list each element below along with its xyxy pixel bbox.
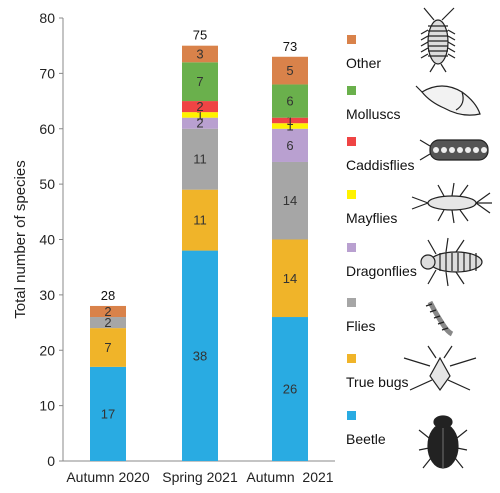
- legend-label: Beetle: [346, 431, 386, 447]
- y-tick-label: 70: [39, 65, 55, 81]
- y-tick-label: 50: [39, 176, 55, 192]
- x-tick-label: Autumn 2021: [246, 469, 333, 485]
- legend-swatch: [347, 35, 356, 44]
- axes: 0 10 20 30 40 50 60 70 80 Total number of species…: [12, 10, 335, 485]
- bar-segment-label: 1: [286, 118, 293, 133]
- legend-label: Caddisflies: [346, 157, 414, 173]
- bar-total-label: 75: [193, 28, 207, 43]
- bar-segment: [90, 317, 126, 329]
- legend-swatch: [347, 298, 356, 307]
- bar-segment: [182, 128, 218, 190]
- legend-label: Flies: [346, 318, 376, 334]
- bar-segment-label: 2: [196, 116, 203, 131]
- bar-segment: [182, 250, 218, 461]
- bar-segment: [272, 84, 308, 118]
- y-tick-label: 30: [39, 287, 55, 303]
- legend-label: Mayflies: [346, 210, 397, 226]
- x-tick-label: Autumn 2020: [66, 469, 149, 485]
- y-tick-label: 10: [39, 398, 55, 414]
- species-illustrations: [403, 7, 492, 469]
- bar-segment-label: 7: [196, 74, 203, 89]
- bar-segment-label: 5: [286, 63, 293, 78]
- bar-segment: [272, 317, 308, 461]
- snail-icon: [415, 85, 481, 116]
- caddisfly-case-icon: [419, 139, 489, 161]
- x-tick-label: Spring 2021: [162, 469, 238, 485]
- bar-segment: [272, 123, 308, 129]
- bar-segment: [182, 112, 218, 118]
- bar-segment: [272, 161, 308, 240]
- bar-segment: [272, 128, 308, 162]
- isopod-icon: [420, 7, 456, 73]
- bar-segment: [182, 45, 218, 63]
- bar-segment: [90, 305, 126, 318]
- dragonfly-larva-icon: [420, 237, 483, 287]
- bar-segment-label: 2: [196, 99, 203, 114]
- mayfly-larva-icon: [411, 182, 492, 224]
- fly-larva-icon: [425, 300, 454, 337]
- bar-segment: [182, 189, 218, 251]
- y-tick-label: 60: [39, 121, 55, 137]
- bar-segment-label: 38: [193, 348, 207, 363]
- legend-swatch: [347, 190, 356, 199]
- legend-swatch: [347, 354, 356, 363]
- bar-segment-label: 14: [283, 193, 297, 208]
- bar-segment-label: 1: [286, 113, 293, 128]
- y-tick-label: 20: [39, 342, 55, 358]
- y-tick-label: 80: [39, 10, 55, 26]
- bar-segment-label: 11: [193, 213, 207, 228]
- bar-total-label: 73: [283, 39, 297, 54]
- legend: Other Molluscs Caddisflies Mayflies Dragonfl…: [346, 35, 417, 447]
- legend-label: Molluscs: [346, 106, 400, 122]
- bar-segment: [182, 101, 218, 113]
- bar-segment-label: 1: [196, 107, 203, 122]
- bar-segment: [90, 366, 126, 461]
- true-bug-icon: [403, 345, 477, 392]
- bar-segment-label: 3: [196, 46, 203, 61]
- legend-label: Dragonflies: [346, 263, 417, 279]
- legend-label: True bugs: [346, 374, 409, 390]
- bar-segment-label: 6: [286, 94, 293, 109]
- bar-segment: [272, 56, 308, 85]
- bar-segment-label: 7: [104, 340, 111, 355]
- legend-swatch: [347, 86, 356, 95]
- bar-segment: [272, 117, 308, 124]
- bar-segment: [182, 62, 218, 102]
- bar-segment-label: 2: [104, 304, 111, 319]
- bar-segment-label: 14: [283, 271, 297, 286]
- y-axis-label: Total number of species: [12, 160, 29, 318]
- bar-total-label: 28: [101, 288, 115, 303]
- bar-segment-label: 26: [283, 382, 297, 397]
- y-tick-label: 40: [39, 232, 55, 248]
- bar-segment-label: 6: [286, 138, 293, 153]
- legend-swatch: [347, 243, 356, 252]
- legend-label: Other: [346, 55, 381, 71]
- bar-segment-label: 2: [104, 315, 111, 330]
- y-tick-label: 0: [47, 453, 55, 469]
- bar-segment: [182, 117, 218, 129]
- bar-segment-label: 17: [101, 406, 115, 421]
- bar-segment: [272, 239, 308, 318]
- bar-segment: [90, 328, 126, 367]
- bar-segment-label: 11: [193, 152, 207, 167]
- beetle-icon: [418, 415, 468, 469]
- legend-swatch: [347, 411, 356, 420]
- legend-swatch: [347, 137, 356, 146]
